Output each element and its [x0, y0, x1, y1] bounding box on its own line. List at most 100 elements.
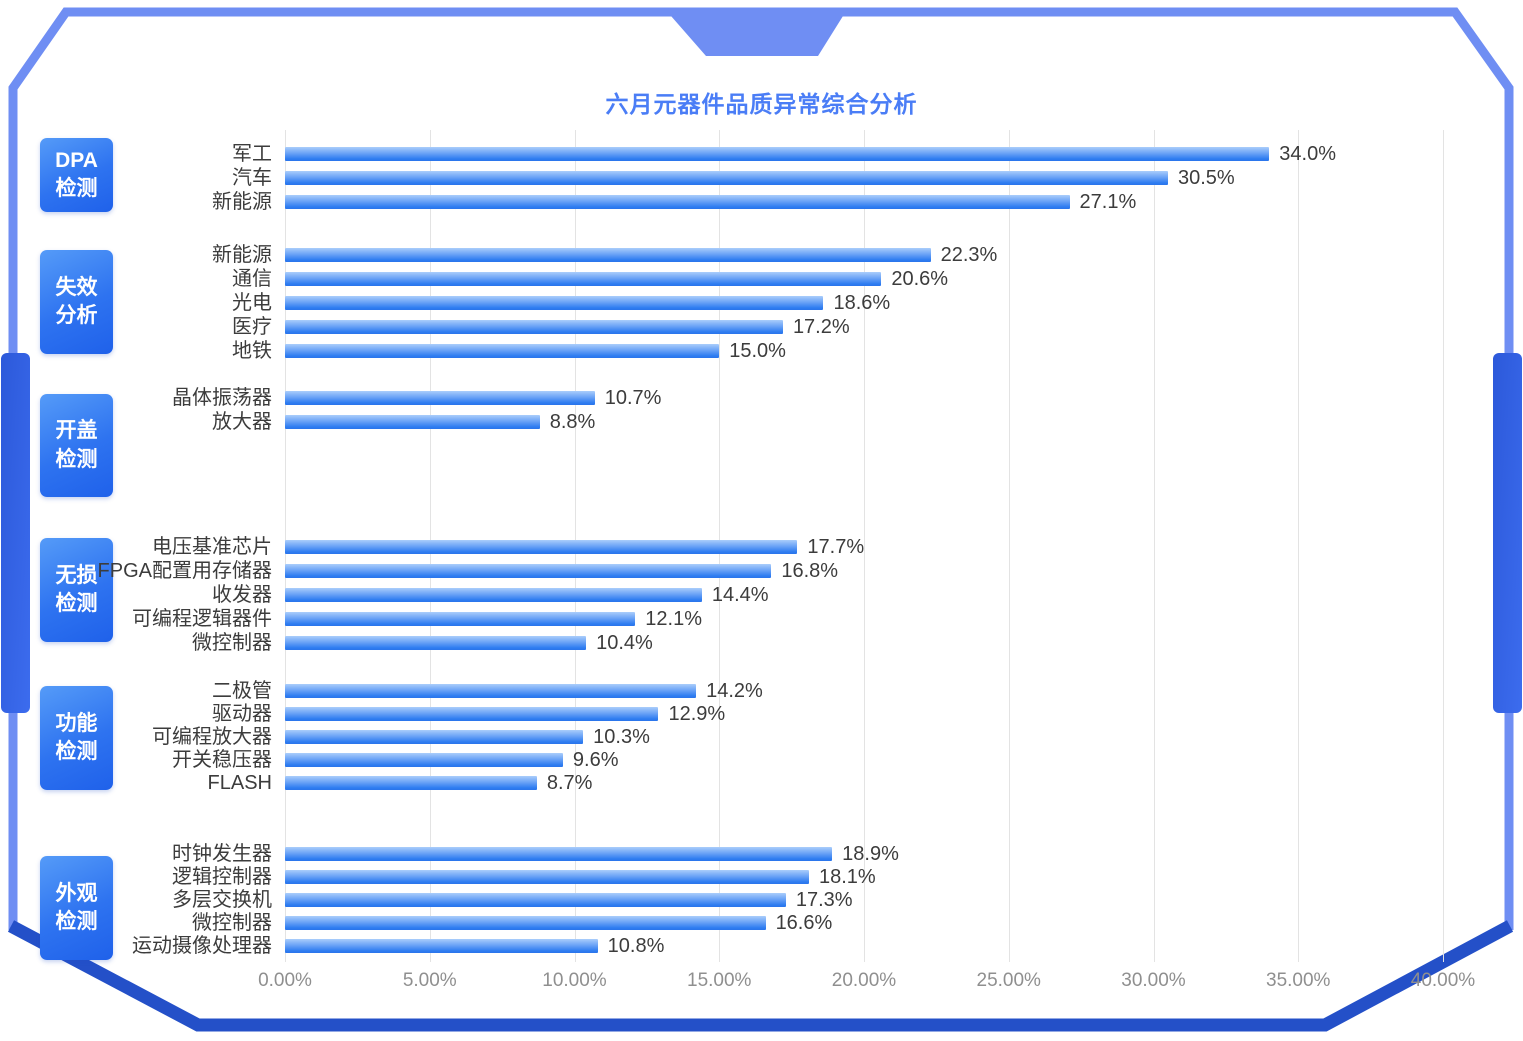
group-label-box: 失效 分析 [40, 250, 113, 354]
group-label-text: 检测 [55, 910, 98, 933]
value-label: 20.6% [891, 268, 949, 290]
bar [285, 540, 798, 554]
category-label: 军工 [232, 143, 272, 165]
category-label: 电压基准芯片 [152, 536, 272, 558]
category-label: 微控制器 [192, 912, 272, 934]
category-label: 时钟发生器 [172, 843, 272, 865]
value-label: 9.6% [572, 749, 619, 771]
category-label: 运动摄像处理器 [132, 935, 272, 957]
bar [285, 588, 702, 602]
category-label: 晶体振荡器 [172, 387, 272, 409]
value-label: 34.0% [1279, 143, 1337, 165]
value-label: 8.8% [549, 411, 596, 433]
group-label-box: 无损 检测 [40, 538, 113, 642]
category-label: 汽车 [232, 167, 272, 189]
category-label: 放大器 [212, 411, 272, 433]
x-axis-tick: 10.00% [542, 970, 607, 991]
category-label: 通信 [232, 268, 272, 290]
category-label: 地铁 [232, 340, 272, 362]
bar [285, 564, 772, 578]
bar [285, 916, 766, 930]
value-label: 16.8% [781, 560, 839, 582]
x-axis-tick: 5.00% [402, 970, 457, 991]
chart-title: 六月元器件品质异常综合分析 [605, 91, 918, 117]
gridline [1443, 130, 1444, 962]
group-label-box: 功能 检测 [40, 686, 113, 790]
bar [285, 391, 595, 405]
group-label-text: 外观 [55, 881, 98, 905]
bar [285, 870, 809, 884]
bar [285, 636, 587, 650]
bar [285, 296, 824, 310]
group-label-text: 无损 [55, 563, 98, 587]
value-label: 17.7% [807, 536, 865, 558]
x-axis-tick: 30.00% [1121, 970, 1186, 991]
bar [285, 195, 1070, 209]
value-label: 10.4% [596, 632, 653, 654]
group-label-text: 功能 [55, 711, 98, 735]
value-label: 16.6% [775, 912, 833, 934]
bar [285, 272, 882, 286]
value-label: 10.3% [593, 726, 650, 748]
category-label: 收发器 [212, 584, 272, 606]
x-axis-tick: 25.00% [976, 970, 1041, 991]
group-label-text: DPA [55, 148, 98, 172]
bar [285, 776, 537, 790]
value-label: 30.5% [1177, 167, 1235, 189]
category-label: 可编程放大器 [152, 726, 272, 748]
gridline [864, 130, 865, 962]
bar [285, 612, 636, 626]
value-label: 27.1% [1079, 191, 1137, 213]
value-label: 18.6% [833, 292, 891, 314]
category-label: 驱动器 [212, 703, 272, 725]
group-label-box: DPA 检测 [40, 138, 113, 212]
x-axis-tick: 15.00% [687, 970, 752, 991]
bar [285, 344, 720, 358]
value-label: 14.2% [706, 680, 763, 702]
x-axis-tick: 40.00% [1410, 970, 1476, 991]
category-label: 开关稳压器 [172, 749, 272, 771]
value-label: 15.0% [729, 340, 786, 362]
bar [285, 684, 697, 698]
bar [285, 847, 833, 861]
category-label: 医疗 [232, 316, 272, 338]
bar [285, 730, 584, 744]
bar [285, 415, 540, 429]
x-axis-tick: 0.00% [258, 970, 312, 991]
group-label-text: 检测 [55, 592, 98, 615]
value-label: 14.4% [711, 584, 769, 606]
gridline [1153, 130, 1155, 962]
category-label: FPGA配置用存储器 [97, 560, 272, 582]
value-label: 12.9% [668, 703, 726, 725]
value-label: 17.3% [795, 889, 853, 911]
group-label-box: 外观 检测 [40, 856, 113, 960]
value-label: 10.7% [604, 387, 662, 409]
group-label-text: 检测 [55, 740, 98, 763]
category-label: 多层交换机 [172, 889, 272, 911]
value-label: 18.9% [842, 843, 899, 865]
group-label-text: 检测 [55, 177, 98, 200]
bar [285, 753, 563, 767]
value-label: 10.8% [607, 935, 665, 957]
group-label-text: 分析 [55, 304, 98, 327]
group-label-box: 开盖 检测 [40, 394, 113, 497]
category-label: 光电 [232, 292, 272, 314]
bar [285, 147, 1270, 161]
category-label: 二极管 [212, 680, 272, 702]
bar [285, 939, 598, 953]
category-label: FLASH [207, 772, 272, 794]
category-label: 新能源 [212, 191, 272, 213]
bar [285, 893, 786, 907]
gridline [1008, 130, 1010, 962]
value-label: 12.1% [645, 608, 702, 630]
x-axis-tick: 20.00% [831, 970, 897, 991]
group-label-text: 失效 [55, 275, 98, 299]
bar [285, 171, 1168, 185]
category-label: 可编程逻辑器件 [132, 608, 272, 630]
bar [285, 248, 931, 262]
group-label-text: 检测 [55, 447, 98, 471]
category-label: 逻辑控制器 [172, 866, 272, 888]
bar [285, 707, 659, 721]
